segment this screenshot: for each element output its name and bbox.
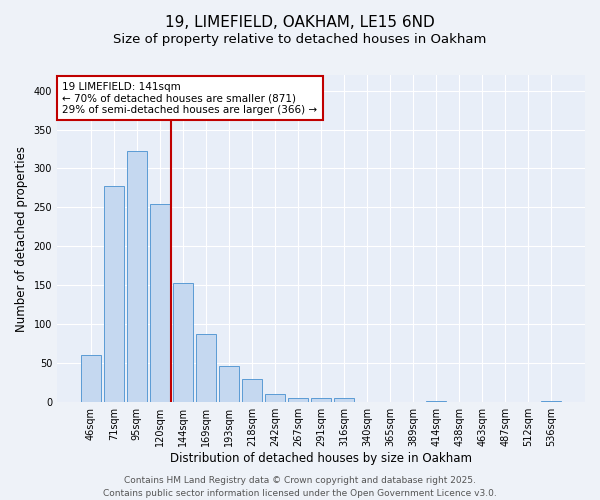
Bar	[311, 398, 331, 402]
Bar	[127, 152, 146, 402]
Bar	[242, 379, 262, 402]
Bar	[219, 366, 239, 402]
Bar	[288, 398, 308, 402]
Y-axis label: Number of detached properties: Number of detached properties	[15, 146, 28, 332]
Text: 19, LIMEFIELD, OAKHAM, LE15 6ND: 19, LIMEFIELD, OAKHAM, LE15 6ND	[165, 15, 435, 30]
Text: Contains HM Land Registry data © Crown copyright and database right 2025.
Contai: Contains HM Land Registry data © Crown c…	[103, 476, 497, 498]
X-axis label: Distribution of detached houses by size in Oakham: Distribution of detached houses by size …	[170, 452, 472, 465]
Bar	[196, 334, 216, 402]
Bar	[150, 204, 170, 402]
Text: Size of property relative to detached houses in Oakham: Size of property relative to detached ho…	[113, 32, 487, 46]
Bar	[173, 283, 193, 402]
Bar	[104, 186, 124, 402]
Bar	[334, 398, 354, 402]
Bar	[81, 356, 101, 402]
Bar	[265, 394, 285, 402]
Bar	[541, 400, 561, 402]
Text: 19 LIMEFIELD: 141sqm
← 70% of detached houses are smaller (871)
29% of semi-deta: 19 LIMEFIELD: 141sqm ← 70% of detached h…	[62, 82, 317, 114]
Bar	[427, 400, 446, 402]
